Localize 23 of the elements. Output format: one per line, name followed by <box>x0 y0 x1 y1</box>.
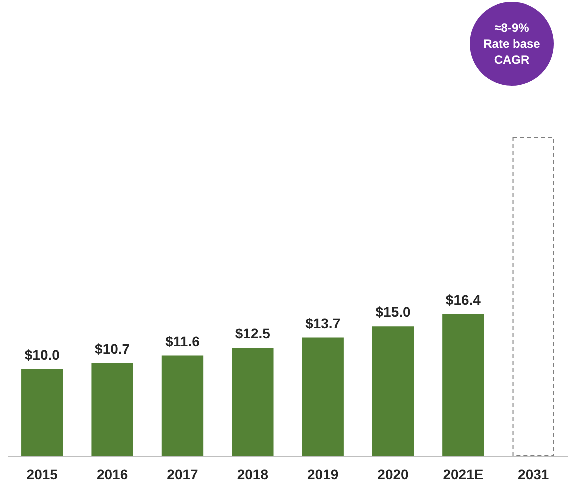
x-tick-label: 2031 <box>518 466 550 482</box>
bar <box>92 364 134 456</box>
data-label: $15.0 <box>376 304 411 320</box>
x-tick-label: 2020 <box>378 466 410 482</box>
bar <box>512 138 554 456</box>
data-label: $12.5 <box>235 326 271 342</box>
bar <box>162 356 204 456</box>
x-tick-label: 2018 <box>237 466 269 482</box>
bar <box>372 326 414 456</box>
x-tick-label: 2019 <box>308 466 339 482</box>
data-label: $16.4 <box>446 292 482 308</box>
data-label: $11.6 <box>166 333 200 350</box>
bar <box>302 338 344 456</box>
x-tick-label: 2017 <box>167 466 199 482</box>
data-label: $10.7 <box>95 341 130 358</box>
bar <box>232 348 274 456</box>
x-tick-label: 2016 <box>96 466 128 482</box>
data-label: $13.7 <box>306 315 341 332</box>
bar <box>442 314 484 456</box>
data-label: $10.0 <box>24 347 60 364</box>
x-tick-label: 2021E <box>443 466 484 482</box>
bar <box>22 370 64 456</box>
x-tick-label: 2015 <box>26 466 58 482</box>
